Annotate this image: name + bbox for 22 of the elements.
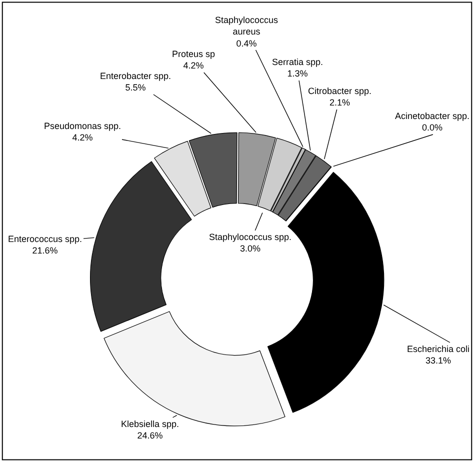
data-label: 0.4%: [236, 38, 257, 48]
data-label: 4.2%: [72, 132, 93, 143]
slice-label: Serratia spp.: [272, 57, 324, 67]
text: 0.0%: [422, 122, 443, 133]
slice-label: Staphylococcus aureus: [215, 15, 279, 37]
data-label: 3.0%: [240, 244, 261, 254]
slice-label: Escherichia coli: [407, 344, 470, 354]
slice-label: Proteus sp: [172, 49, 216, 59]
data-label: 5.5%: [125, 82, 146, 93]
slice-label: Pseudomonas spp.: [44, 121, 122, 131]
slice-label: Klebsiella spp.: [121, 419, 180, 429]
data-label: 2.1%: [330, 98, 350, 108]
data-label: 33.1%: [426, 356, 452, 366]
slice-label: Citrobacter spp.: [308, 86, 372, 96]
data-label: 1.3%: [287, 68, 308, 79]
data-label: 21.6%: [32, 246, 58, 256]
data-label: 4.2%: [183, 60, 204, 71]
category-label: Acinetobacter spp.: [395, 111, 470, 121]
slice-label: Enterococcus spp.: [8, 234, 82, 244]
data-label: 24.6%: [137, 430, 163, 441]
slice-label: Enterobacter spp.: [100, 71, 172, 81]
legend-label: Staphylococcus spp.: [209, 232, 292, 242]
